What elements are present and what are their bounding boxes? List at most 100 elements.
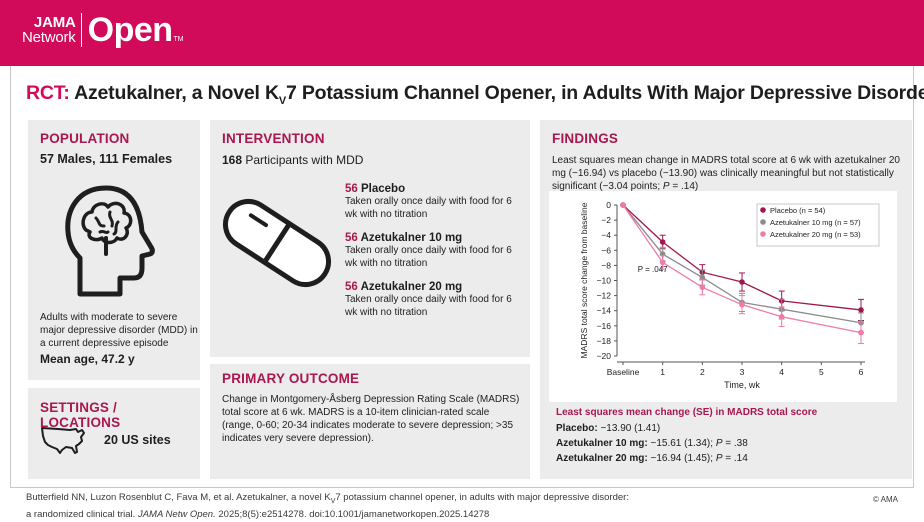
participants-line: 168 Participants with MDD: [222, 153, 363, 167]
header-bar: JAMA Network Open TM: [0, 0, 924, 66]
settings-heading: SETTINGS / LOCATIONS: [40, 400, 121, 430]
jama-network-open-logo: JAMA Network Open TM: [22, 13, 184, 47]
findings-summary-text: Least squares mean change in MADRS total…: [552, 155, 900, 192]
arm-azetukalner-20mg: 56 Azetukalner 20 mg Taken orally once d…: [345, 281, 515, 319]
findings-summary-pval: = .14): [669, 181, 699, 192]
head-brain-icon: [65, 185, 155, 297]
y-tick-label: −18: [597, 336, 612, 346]
result-p: P: [715, 438, 723, 449]
arm-description: Taken orally once daily with food for 6 …: [345, 245, 512, 269]
x-axis-label: Time, wk: [724, 380, 760, 390]
series-line: [622, 204, 862, 334]
title-subscript: V: [278, 94, 287, 107]
logo-trademark: TM: [173, 36, 184, 43]
title-part1: Azetukalner, a Novel K: [74, 82, 279, 104]
x-tick-label: 2: [700, 367, 705, 377]
data-point: [739, 301, 745, 308]
p-value-annotation: P = .047: [638, 265, 668, 274]
result-p: P: [715, 453, 723, 464]
y-tick-label: −16: [597, 321, 612, 331]
data-point: [620, 202, 626, 208]
population-summary: 57 Males, 111 Females: [40, 152, 173, 166]
arm-name: Azetukalner 20 mg: [360, 281, 463, 293]
title-prefix: RCT:: [26, 82, 70, 104]
data-point: [858, 329, 864, 336]
outcome-heading: PRIMARY OUTCOME: [222, 371, 360, 386]
data-point: [659, 259, 666, 266]
citation: Butterfield NN, Luzon Rosenblut C, Fava …: [26, 491, 806, 521]
citation-journal: JAMA Netw Open.: [137, 508, 216, 520]
x-tick-label: Baseline: [607, 367, 640, 377]
settings-panel: SETTINGS / LOCATIONS 20 US sites: [28, 388, 200, 479]
arm-azetukalner-10mg: 56 Azetukalner 10 mg Taken orally once d…: [345, 232, 515, 270]
ls-mean-title: Least squares mean change (SE) in MADRS …: [556, 407, 818, 418]
intervention-panel: INTERVENTION 168 Participants with MDD 5…: [210, 120, 530, 357]
data-point: [659, 239, 666, 245]
result-azetukalner-10mg: Azetukalner 10 mg: −15.61 (1.34); P = .3…: [556, 438, 748, 449]
legend-marker: [760, 219, 766, 225]
citation-part1: Butterfield NN, Luzon Rosenblut C, Fava …: [26, 492, 331, 503]
findings-heading: FINDINGS: [552, 131, 619, 146]
participants-text: Participants with MDD: [245, 153, 364, 167]
arm-name: Azetukalner 10 mg: [360, 232, 463, 244]
data-point: [858, 307, 864, 313]
page-title: RCT: Azetukalner, a Novel KV7 Potassium …: [26, 82, 924, 107]
y-tick-label: −20: [597, 351, 612, 361]
population-panel: POPULATION 57 Males, 111 Females Adults …: [28, 120, 200, 380]
population-description: Adults with moderate to severe major dep…: [40, 312, 198, 349]
citation-subscript: V: [330, 497, 336, 505]
y-tick-label: −14: [597, 306, 612, 316]
y-tick-label: −12: [597, 291, 612, 301]
legend-marker: [760, 231, 766, 237]
legend-label: Azetukalner 10 mg (n = 57): [770, 218, 861, 227]
outcome-description: Change in Montgomery-Åsberg Depression R…: [222, 394, 520, 444]
y-tick-label: 0: [606, 200, 611, 210]
result-label: Azetukalner 10 mg:: [556, 438, 648, 449]
title-part2: 7 Potassium Channel Opener, in Adults Wi…: [286, 82, 924, 104]
result-placebo: Placebo: −13.90 (1.41): [556, 423, 660, 434]
participants-count: 168: [222, 153, 243, 167]
logo-jama-text: JAMA: [33, 14, 76, 31]
result-value: −15.61 (1.34);: [647, 438, 716, 449]
line-chart-svg: 0 −2 −4 −6 −8 −10 −12 −14 −16 −18 −20 Baseline 1 2 3 4 5…: [579, 200, 880, 390]
y-tick-label: −8: [601, 260, 611, 270]
citation-part2: 7 potassium channel opener, in adults wi…: [335, 492, 629, 503]
y-tick-label: −10: [597, 276, 612, 286]
population-heading: POPULATION: [40, 131, 130, 146]
legend-label: Azetukalner 20 mg (n = 53): [770, 230, 861, 239]
citation-part4: 2025;8(5):e2514278. doi:10.1001/jamanetw…: [215, 508, 490, 520]
data-point: [699, 274, 706, 281]
x-tick-label: 4: [779, 367, 784, 377]
logo-open-text: Open: [87, 11, 173, 49]
arm-description: Taken orally once daily with food for 6 …: [345, 196, 512, 220]
findings-panel: FINDINGS Least squares mean change in MA…: [540, 120, 912, 479]
primary-outcome-panel: PRIMARY OUTCOME Change in Montgomery-Åsb…: [210, 364, 530, 479]
capsule-icon: [222, 198, 332, 288]
legend-marker: [760, 207, 766, 213]
arm-count: 56: [345, 183, 358, 195]
y-tick-label: −2: [601, 215, 611, 225]
arm-name: Placebo: [361, 183, 406, 195]
result-value: −13.90 (1.41): [597, 423, 661, 434]
x-tick-label: 5: [819, 367, 824, 377]
legend-box: [756, 203, 880, 247]
result-pval: = .38: [722, 438, 748, 449]
content-frame: [10, 66, 914, 488]
population-mean-age: Mean age, 47.2 y: [40, 352, 135, 366]
result-pval: = .14: [722, 453, 748, 464]
findings-summary: Least squares mean change in MADRS total…: [552, 154, 902, 193]
findings-chart: 0 −2 −4 −6 −8 −10 −12 −14 −16 −18 −20 Baseline 1 2 3 4 5…: [549, 191, 897, 402]
y-axis-label: MADRS total score change from baseline: [579, 202, 589, 358]
data-point: [778, 313, 785, 320]
result-azetukalner-20mg: Azetukalner 20 mg: −16.94 (1.45); P = .1…: [556, 453, 748, 464]
result-label: Placebo:: [556, 423, 598, 434]
x-tick-label: 3: [740, 367, 745, 377]
intervention-heading: INTERVENTION: [222, 131, 325, 146]
series-line: [622, 204, 862, 324]
arm-description: Taken orally once daily with food for 6 …: [345, 294, 512, 318]
series-line: [622, 204, 862, 311]
logo-divider: [80, 13, 82, 47]
legend-label: Placebo (n = 54): [770, 206, 826, 215]
us-map-icon: [41, 427, 85, 454]
citation-part3: a randomized clinical trial.: [26, 508, 138, 520]
